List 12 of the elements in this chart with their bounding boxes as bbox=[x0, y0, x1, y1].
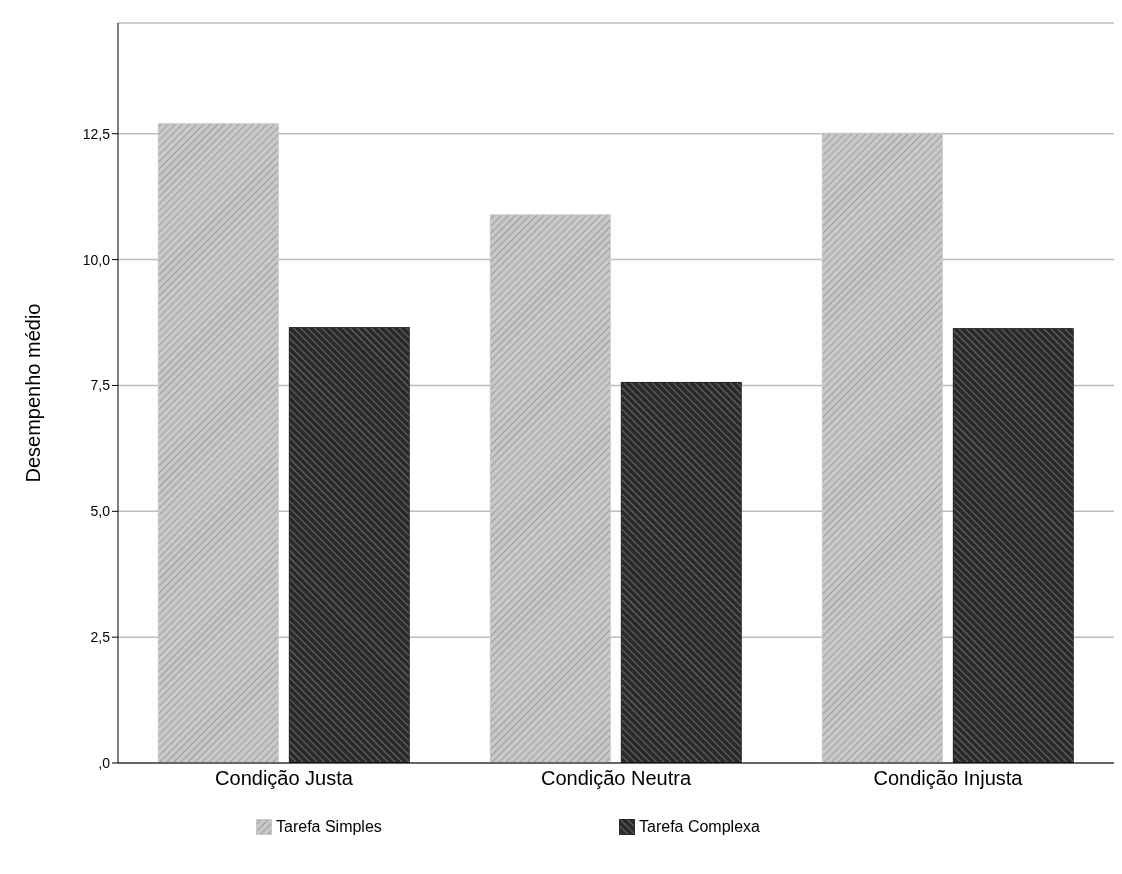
y-axis-title: Desempenho médio bbox=[22, 303, 45, 483]
y-tick-label: 10,0 bbox=[82, 251, 111, 268]
x-tick-label: Condição Justa bbox=[215, 767, 354, 790]
y-tick-label: 12,5 bbox=[82, 125, 111, 142]
y-tick-label: 5,0 bbox=[90, 503, 111, 520]
x-tick-label: Condição Neutra bbox=[540, 767, 692, 790]
y-tick-label: 7,5 bbox=[90, 377, 111, 394]
x-tick-label: Condição Injusta bbox=[873, 767, 1024, 790]
legend-label: Tarefa Complexa bbox=[639, 818, 760, 836]
y-tick-label: 2,5 bbox=[90, 629, 111, 646]
y-tick-label: ,0 bbox=[98, 754, 111, 771]
legend-label: Tarefa Simples bbox=[276, 818, 382, 836]
